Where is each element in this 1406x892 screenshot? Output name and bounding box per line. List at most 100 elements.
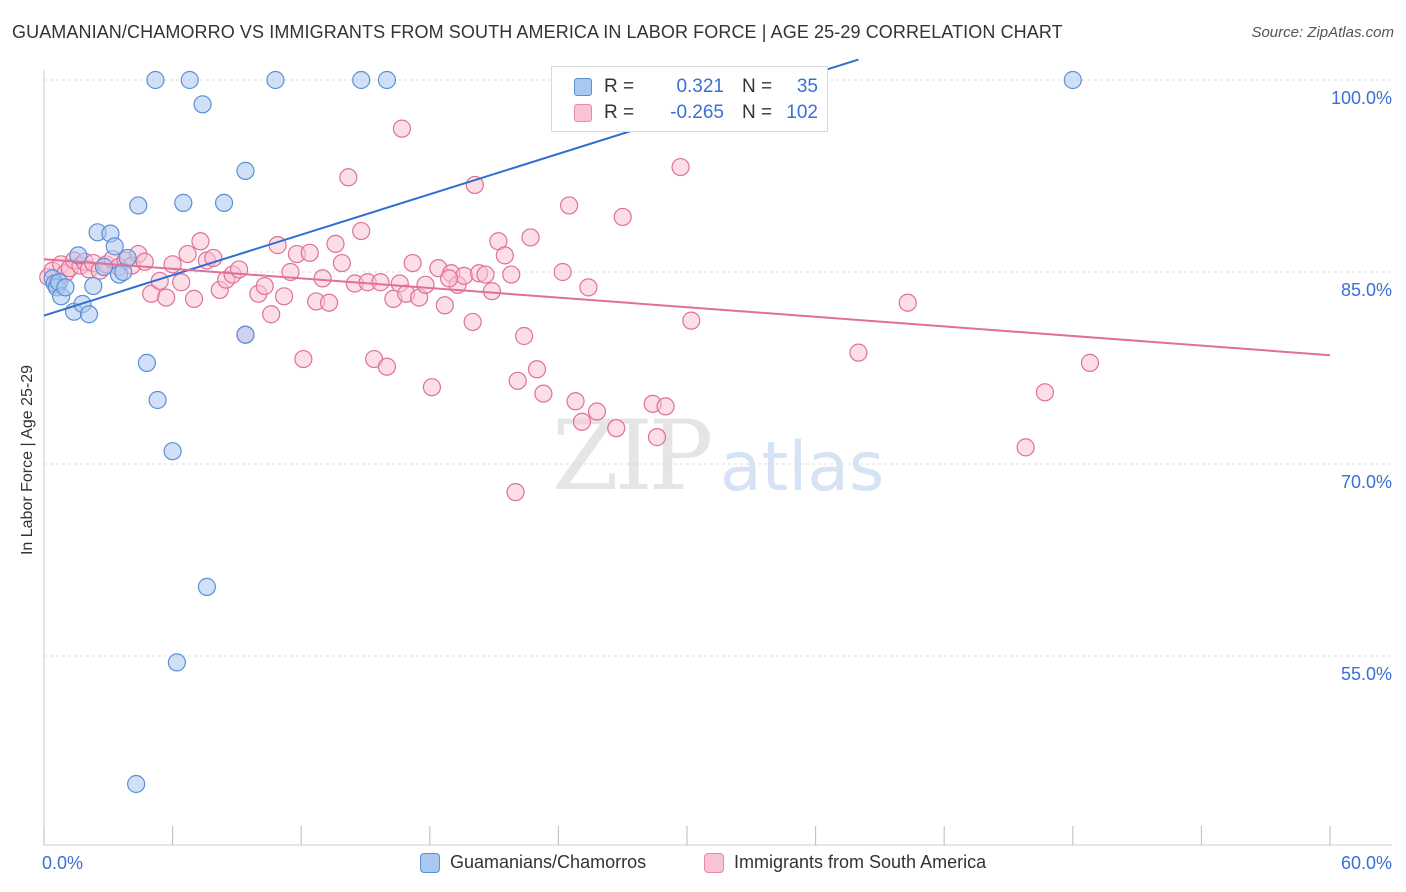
south-america-point: [515, 326, 534, 346]
south-america-point: [229, 260, 249, 279]
south-america-point: [502, 265, 521, 284]
south-america-point: [898, 293, 917, 312]
south-america-point: [191, 232, 210, 251]
south-america-point: [534, 384, 553, 403]
south-america-point: [255, 276, 274, 296]
south-america-point: [1080, 353, 1100, 372]
chart-title: GUAMANIAN/CHAMORRO VS IMMIGRANTS FROM SO…: [12, 22, 1063, 42]
south-america-point: [435, 296, 454, 315]
guamanian-point: [127, 774, 146, 794]
south-america-point: [172, 273, 191, 292]
x-tick-label: 0.0%: [42, 853, 83, 873]
stats-legend-row-south-america: R = -0.265 N = 102: [574, 100, 818, 126]
guamanian-point: [193, 95, 212, 114]
south-america-point: [294, 349, 313, 369]
south-america-point: [332, 253, 352, 273]
stats-legend: R = 0.321 N = 35 R = -0.265 N = 102: [551, 66, 828, 132]
south-america-point: [422, 378, 442, 397]
guamanian-point: [148, 390, 167, 410]
guamanian-point: [236, 325, 255, 344]
south-america-point: [352, 221, 371, 241]
guamanian-point: [163, 442, 182, 461]
stats-legend-row-guamanian: R = 0.321 N = 35: [574, 74, 818, 100]
guamanian-point: [167, 653, 186, 672]
y-tick-label: 100.0%: [1331, 88, 1392, 108]
y-tick-label: 85.0%: [1341, 280, 1392, 300]
south-america-point: [553, 262, 572, 282]
guamanian-point: [56, 278, 75, 297]
south-america-point: [521, 228, 540, 247]
legend-item-guamanian[interactable]: Guamanians/Chamorros: [420, 852, 646, 873]
south-america-point: [1035, 383, 1055, 402]
south-america-point: [607, 419, 626, 438]
south-america-point: [579, 278, 598, 297]
guamanian-point: [236, 161, 255, 180]
guamanian-point: [129, 196, 148, 215]
south-america-point: [371, 273, 390, 292]
r-value-south-america: -0.265: [670, 102, 724, 123]
south-america-point: [682, 311, 701, 330]
south-america-point: [463, 312, 482, 332]
south-america-point: [300, 243, 319, 262]
y-tick-label: 55.0%: [1341, 664, 1392, 684]
y-tick-label: 70.0%: [1341, 472, 1392, 492]
legend-item-south-america[interactable]: Immigrants from South America: [704, 852, 986, 873]
south-america-point: [476, 265, 495, 284]
south-america-point: [613, 207, 632, 227]
south-america-point: [849, 343, 868, 362]
south-america-point: [326, 234, 345, 253]
guamanian-legend-label: Guamanians/Chamorros: [450, 852, 647, 872]
south-america-point: [671, 157, 690, 177]
south-america-point: [587, 402, 607, 421]
south-america-point: [163, 255, 182, 274]
guamanian-point: [94, 257, 114, 276]
south-america-point: [268, 236, 287, 255]
south-america-point: [508, 371, 527, 390]
guamanian-point: [174, 193, 193, 212]
south-america-point: [262, 305, 281, 324]
south-america-point: [339, 168, 358, 187]
guamanian-point: [146, 70, 165, 90]
south-america-point: [1016, 438, 1035, 457]
south-america-point: [313, 269, 332, 288]
guamanian-point: [105, 237, 124, 256]
south-america-point: [572, 412, 592, 431]
south-america-point: [157, 288, 176, 307]
chart-source: Source: ZipAtlas.com: [1251, 24, 1394, 41]
south-america-point: [178, 244, 197, 264]
watermark-atlas: atlas: [720, 428, 885, 507]
south-america-legend-label: Immigrants from South America: [734, 852, 987, 872]
n-value-guamanian: 35: [796, 76, 818, 97]
south-america-point: [560, 196, 579, 215]
south-america-point: [439, 269, 459, 288]
south-america-point: [506, 483, 525, 502]
south-america-point: [656, 397, 675, 416]
guamanian-point: [180, 70, 199, 90]
y-axis-title: In Labor Force | Age 25-29: [19, 364, 36, 556]
guamanian-point: [197, 577, 216, 596]
south-america-point: [392, 119, 412, 138]
south-america-point: [403, 253, 422, 273]
south-america-swatch: [574, 104, 592, 122]
guamanian-point: [118, 248, 137, 268]
guamanian-point: [84, 276, 103, 296]
guamanian-point: [137, 353, 156, 372]
south-america-point: [274, 287, 294, 306]
south-america-point: [647, 428, 667, 447]
x-tick-label: 60.0%: [1341, 853, 1392, 873]
guamanian-point: [1063, 70, 1082, 90]
guamanian-point: [266, 70, 285, 90]
n-value-south-america: 102: [786, 102, 818, 123]
r-value-guamanian: 0.321: [676, 76, 724, 97]
south-america-point: [377, 357, 397, 376]
r-label: R =: [604, 76, 635, 97]
guamanian-point: [352, 70, 371, 90]
south-america-point: [319, 293, 339, 312]
guamanian-swatch: [574, 78, 592, 96]
south-america-point: [527, 360, 547, 379]
south-america-point: [495, 246, 514, 265]
guamanian-point: [79, 305, 99, 324]
south-america-legend-swatch: [704, 852, 724, 873]
south-america-point: [566, 392, 585, 411]
